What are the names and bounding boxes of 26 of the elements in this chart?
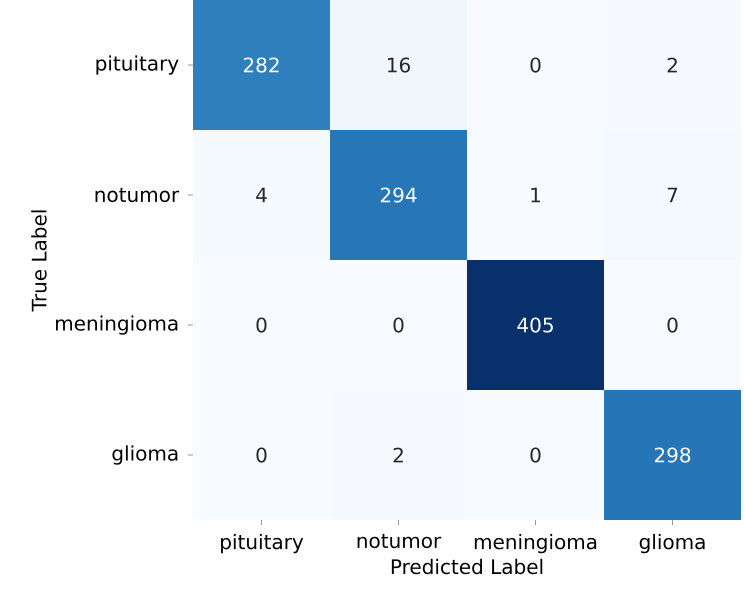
data-label: 282 [244,57,279,73]
y-tick-label: glioma [112,445,178,465]
data-label: 0 [256,317,267,333]
data-label: 4 [256,188,267,202]
x-axis-title: Predicted Label [392,558,542,574]
x-tick-label: meningioma [474,534,596,554]
data-label: 16 [388,57,410,73]
data-label: 298 [654,447,690,463]
data-label: 2 [394,448,403,462]
data-label: 0 [667,317,678,333]
data-label: 0 [530,447,541,463]
data-label: 2 [668,58,677,72]
data-label: 1 [531,188,540,202]
y-tick-label: pituitary [96,55,179,75]
y-tick-label: meningioma [56,315,178,335]
data-label: 0 [530,57,541,73]
x-tick-label: notumor [358,534,442,548]
data-label: 405 [517,317,553,333]
x-tick-label: pituitary [221,534,304,554]
y-tick-label: notumor [96,188,180,202]
y-axis-title: True Label [31,210,47,312]
data-label: 294 [380,187,416,203]
data-label: 7 [668,188,678,202]
data-label: 0 [256,447,267,463]
x-tick-label: glioma [640,534,705,554]
data-label: 0 [393,317,404,333]
